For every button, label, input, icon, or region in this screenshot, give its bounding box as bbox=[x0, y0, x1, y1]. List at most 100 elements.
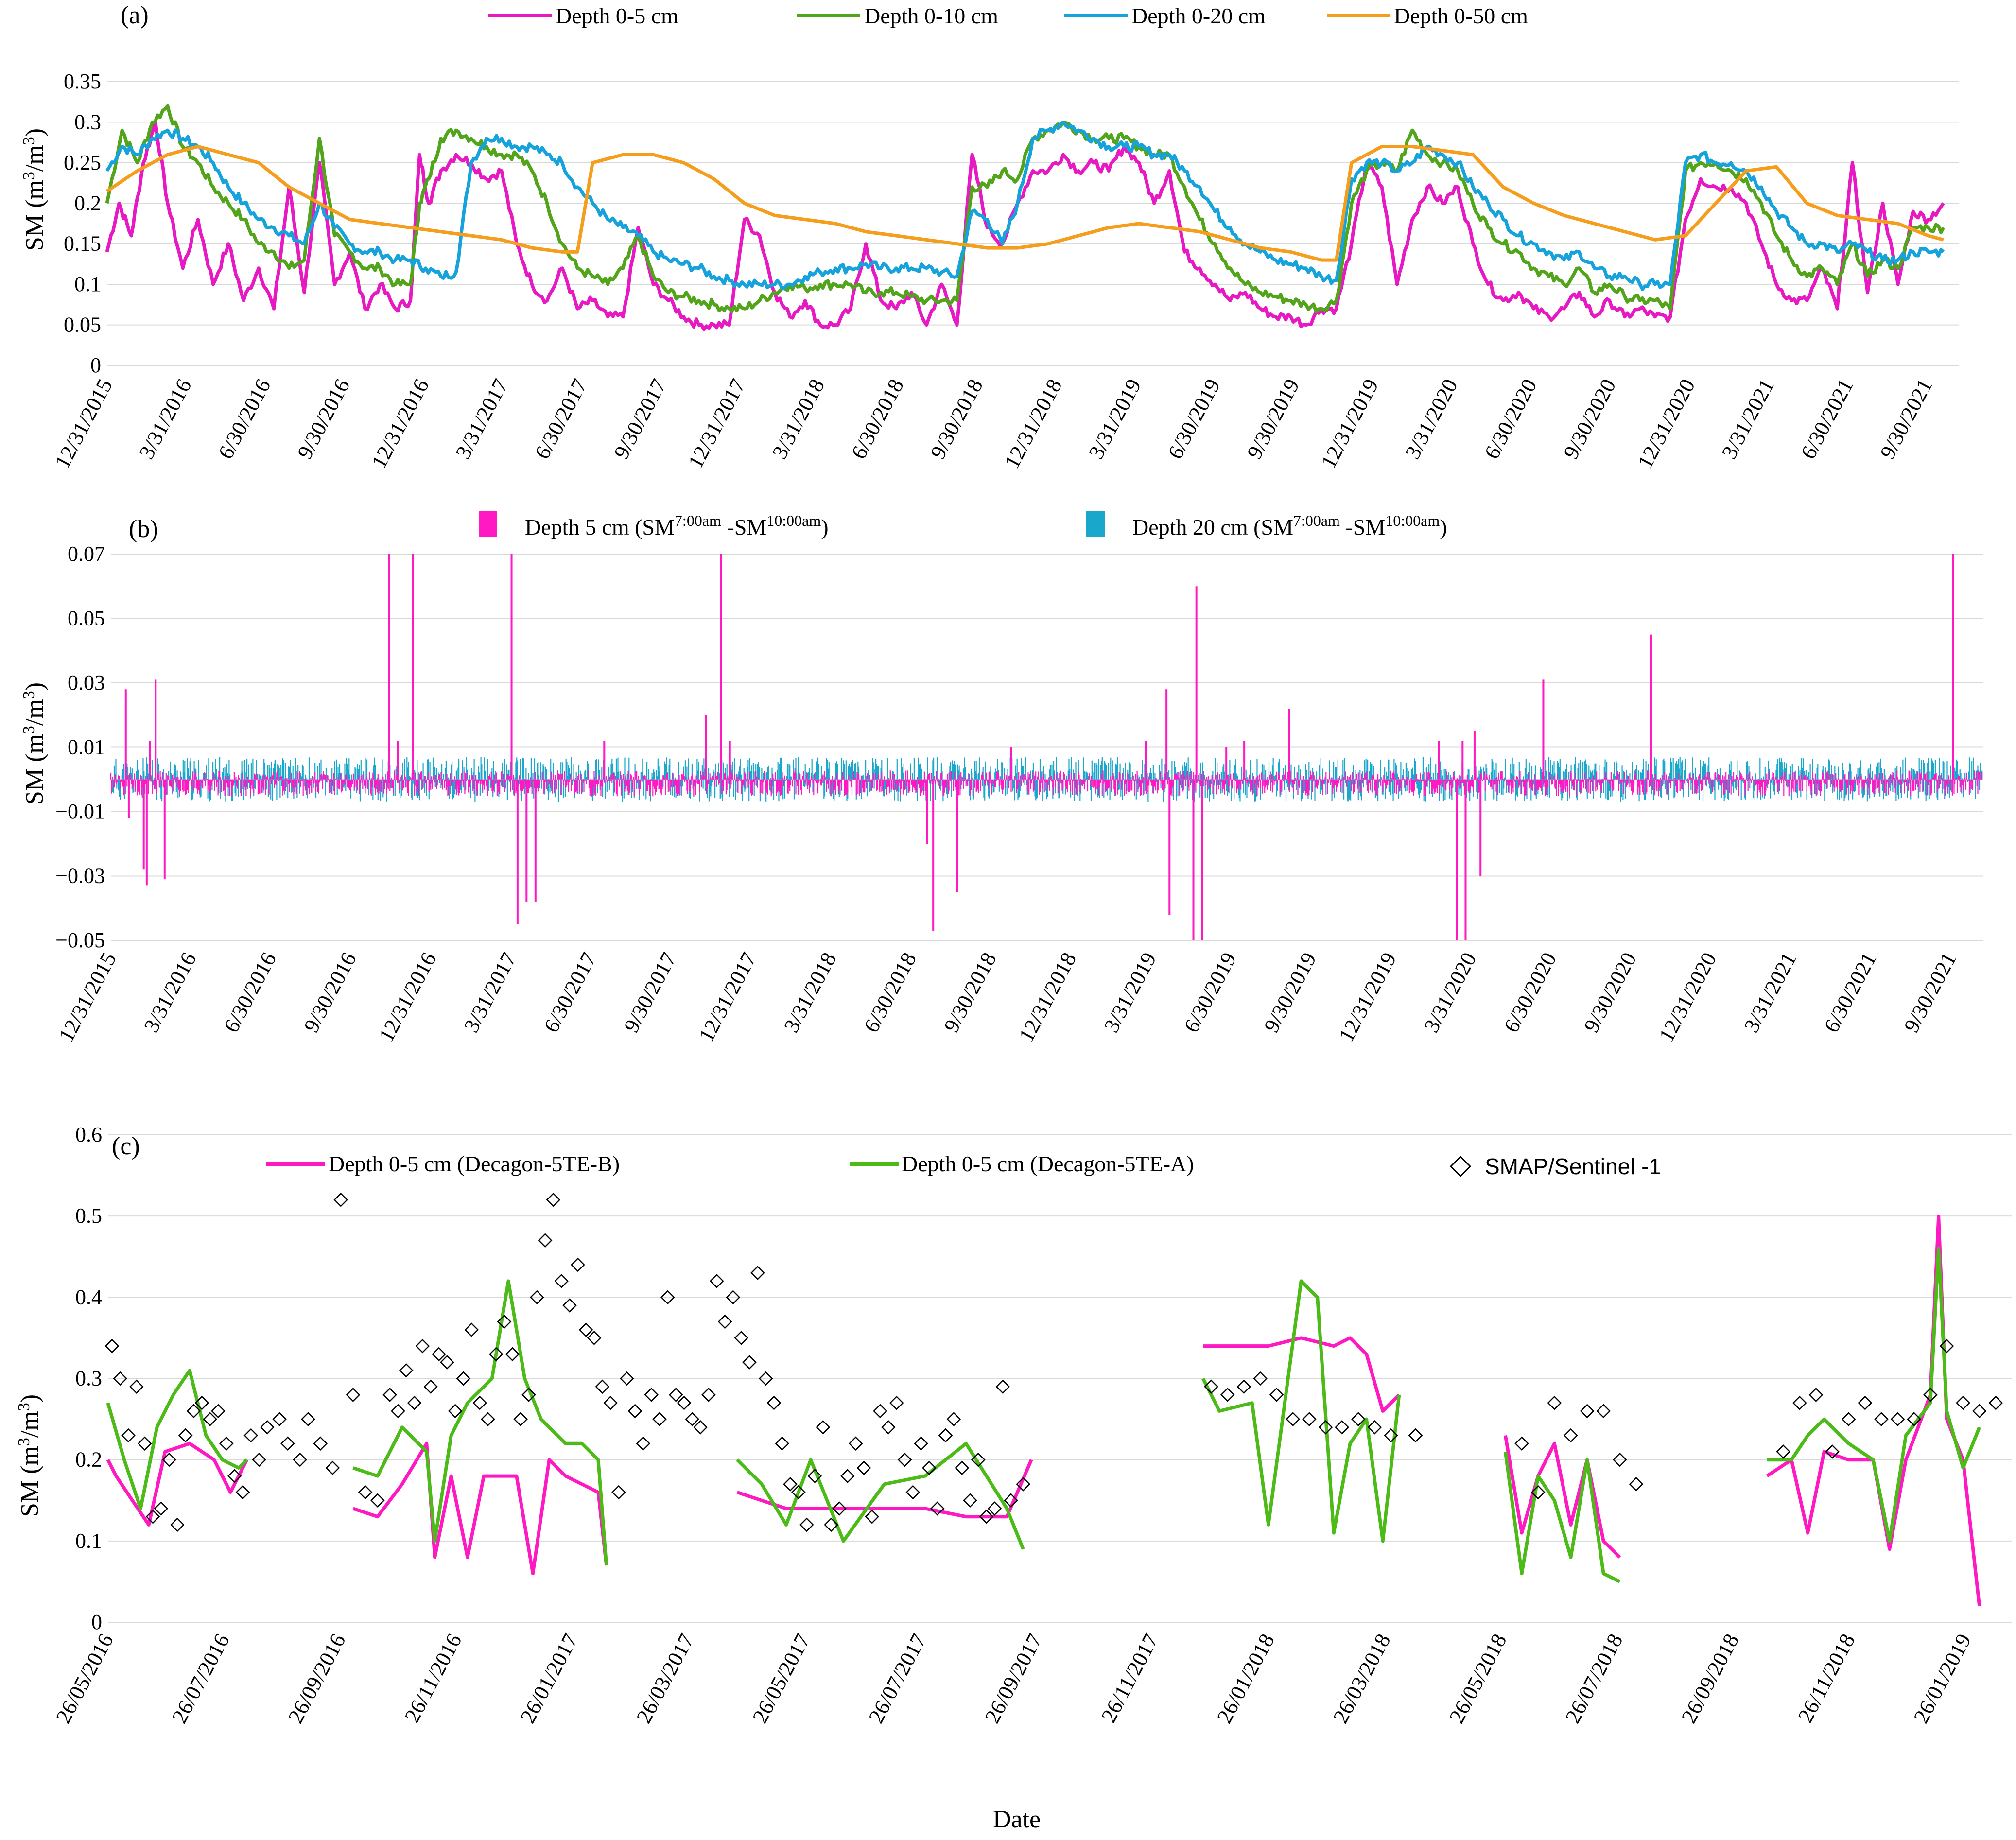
smap-point bbox=[644, 1388, 659, 1402]
smap-point bbox=[905, 1485, 921, 1500]
x-axis-label-c: Date bbox=[993, 1805, 1041, 1833]
smap-point bbox=[399, 1363, 414, 1378]
y-ticks-b: −0.05 −0.03 −0.01 0.01 0.03 0.05 0.07 bbox=[55, 542, 105, 952]
smap-point bbox=[603, 1395, 618, 1410]
x-tick-label: 26/01/2019 bbox=[1909, 1630, 1976, 1727]
x-tick-label: 26/01/2017 bbox=[516, 1630, 582, 1727]
x-tick-label: 9/30/2018 bbox=[926, 375, 988, 463]
y-tick-label: 0.35 bbox=[64, 69, 101, 93]
smap-point bbox=[1351, 1412, 1366, 1426]
x-tick-label: 6/30/2020 bbox=[1499, 949, 1561, 1037]
smap-point bbox=[346, 1388, 361, 1402]
smap-point bbox=[178, 1428, 193, 1443]
x-tick-label: 3/31/2018 bbox=[767, 375, 829, 463]
series-depth-0-5-cm-decagon-5te-a bbox=[1503, 1451, 1621, 1583]
legend-label-depth-5-cm-sm: Depth 5 cm (SM7:00am -SM10:00am) bbox=[525, 512, 829, 539]
x-tick-label: 12/31/2017 bbox=[694, 949, 761, 1046]
legend-label-decagon-b: Depth 0-5 cm (Decagon-5TE-B) bbox=[329, 1151, 620, 1176]
smap-point bbox=[313, 1436, 328, 1451]
smap-point bbox=[620, 1371, 634, 1386]
smap-point bbox=[370, 1493, 385, 1508]
y-tick-label: −0.03 bbox=[55, 864, 105, 888]
legend-c: Depth 0-5 cm (Decagon-5TE-B) Depth 0-5 cm… bbox=[266, 1151, 1661, 1179]
smap-point bbox=[113, 1371, 127, 1386]
y-tick-label: 0.6 bbox=[75, 1123, 102, 1146]
panel-b-label: (b) bbox=[129, 515, 158, 543]
smap-point bbox=[1514, 1436, 1529, 1451]
smap-point bbox=[252, 1452, 266, 1467]
y-tick-label: 0.4 bbox=[75, 1285, 102, 1309]
smap-point bbox=[1318, 1420, 1333, 1435]
x-tick-label: 9/30/2018 bbox=[939, 949, 1001, 1037]
x-tick-label: 12/31/2015 bbox=[50, 375, 117, 472]
x-tick-label: 6/30/2018 bbox=[847, 375, 908, 463]
smap-point bbox=[571, 1257, 585, 1272]
smap-point bbox=[701, 1388, 716, 1402]
x-tick-label: 12/31/2019 bbox=[1317, 375, 1383, 472]
smap-point bbox=[1629, 1477, 1644, 1492]
smap-point bbox=[1972, 1404, 1987, 1419]
smap-point bbox=[1776, 1444, 1790, 1459]
x-tick-label: 12/31/2017 bbox=[683, 375, 750, 472]
smap-point bbox=[1841, 1412, 1856, 1426]
smap-point bbox=[979, 1509, 994, 1524]
x-tick-label: 6/30/2021 bbox=[1819, 949, 1881, 1037]
x-tick-label: 3/31/2017 bbox=[459, 949, 521, 1037]
series-depth-0-5-cm-decagon-5te-a bbox=[352, 1279, 608, 1566]
y-ticks-a: 0 0.05 0.1 0.15 0.2 0.25 0.3 0.35 bbox=[64, 69, 101, 377]
smap-point bbox=[1236, 1379, 1251, 1394]
smap-point bbox=[881, 1420, 896, 1435]
y-tick-label: 0.3 bbox=[74, 110, 101, 134]
smap-point bbox=[1874, 1412, 1889, 1426]
x-tick-label: 26/09/2017 bbox=[980, 1630, 1047, 1727]
smap-point bbox=[807, 1469, 822, 1483]
smap-point bbox=[333, 1192, 348, 1207]
y-tick-label: 0 bbox=[90, 353, 101, 377]
smap-point bbox=[1530, 1485, 1546, 1500]
smap-point bbox=[1890, 1412, 1905, 1426]
x-tick-label: 9/30/2021 bbox=[1876, 375, 1937, 463]
smap-point bbox=[668, 1388, 683, 1402]
x-tick-label: 9/30/2016 bbox=[293, 375, 354, 463]
series-depth-0-5-cm-decagon-5te-b bbox=[1766, 1214, 1981, 1606]
x-tick-label: 6/30/2020 bbox=[1480, 375, 1542, 463]
panel-c: (c) Depth 0-5 cm (Decagon-5TE-B) Depth 0-… bbox=[15, 1123, 2012, 1833]
x-tick-label: 9/30/2017 bbox=[609, 375, 671, 463]
smap-point bbox=[562, 1298, 577, 1313]
y-axis-label-c: SM (m3/m3) bbox=[15, 1394, 44, 1517]
x-tick-label: 26/05/2016 bbox=[51, 1630, 118, 1727]
smap-point bbox=[1335, 1420, 1349, 1435]
smap-point bbox=[301, 1412, 315, 1426]
smap-point bbox=[824, 1517, 838, 1532]
x-tick-label: 26/09/2016 bbox=[283, 1630, 350, 1727]
smap-point bbox=[595, 1379, 610, 1394]
smap-point bbox=[783, 1477, 798, 1492]
x-tick-label: 12/31/2016 bbox=[367, 375, 434, 472]
smap-point bbox=[677, 1395, 692, 1410]
x-tick-label: 9/30/2019 bbox=[1259, 949, 1321, 1037]
smap-point bbox=[358, 1485, 373, 1500]
y-tick-label: 0.07 bbox=[68, 542, 105, 566]
smap-point bbox=[472, 1395, 487, 1410]
smap-point bbox=[1408, 1428, 1423, 1443]
smap-point bbox=[293, 1452, 307, 1467]
x-tick-label: 3/31/2016 bbox=[139, 949, 201, 1037]
smap-point bbox=[1269, 1388, 1284, 1402]
x-tick-label: 6/30/2019 bbox=[1179, 949, 1241, 1037]
smap-point bbox=[987, 1501, 1002, 1516]
x-tick-label: 9/30/2019 bbox=[1242, 375, 1304, 463]
smap-point bbox=[856, 1460, 871, 1475]
y-tick-label: 0 bbox=[91, 1610, 102, 1634]
y-tick-label: 0.5 bbox=[75, 1204, 102, 1228]
x-tick-label: 26/11/2017 bbox=[1096, 1630, 1163, 1727]
smap-point bbox=[407, 1395, 422, 1410]
smap-point bbox=[742, 1355, 757, 1370]
series-a bbox=[105, 104, 1945, 331]
smap-point bbox=[930, 1501, 945, 1516]
smap-point bbox=[186, 1404, 201, 1419]
smap-point bbox=[971, 1452, 986, 1467]
legend-label-smap: SMAP/Sentinel -1 bbox=[1485, 1154, 1661, 1179]
legend-label-depth-0-10-cm: Depth 0-10 cm bbox=[864, 3, 998, 28]
series-depth-0-5-cm-decagon-5te-a bbox=[736, 1441, 1025, 1550]
x-tick-label: 26/03/2017 bbox=[632, 1630, 698, 1727]
